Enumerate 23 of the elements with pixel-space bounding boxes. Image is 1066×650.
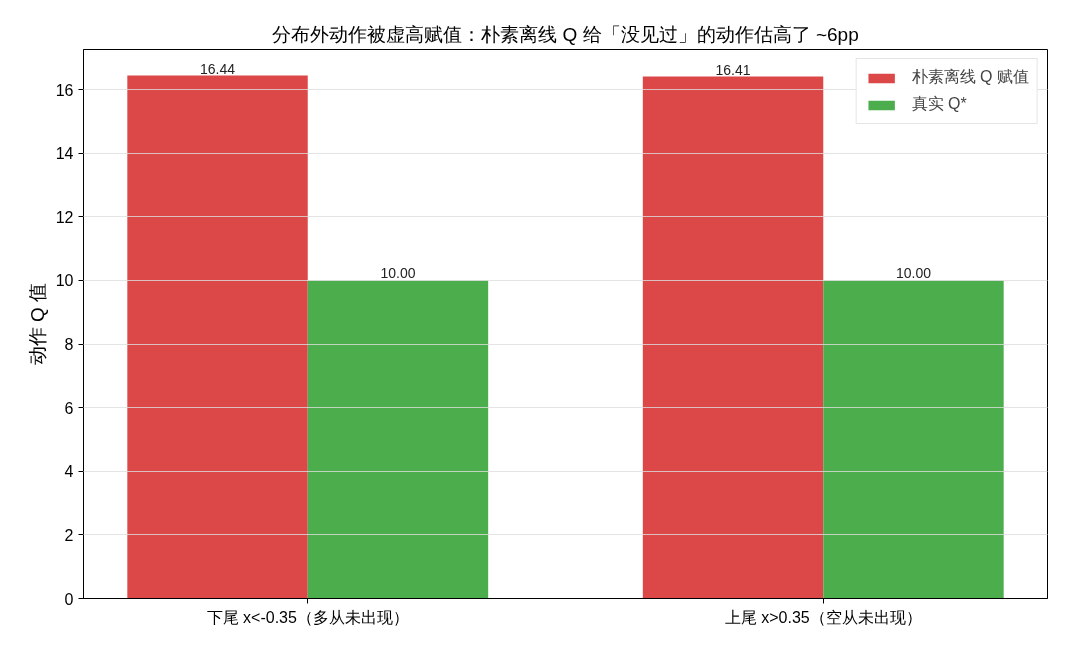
y-tick-label: 2 bbox=[64, 526, 74, 544]
data-label: 10.00 bbox=[380, 265, 416, 282]
y-tick-label: 10 bbox=[55, 272, 74, 290]
legend-label: 真实 Q* bbox=[911, 94, 967, 114]
data-label: 10.00 bbox=[895, 265, 932, 282]
y-tick-label: 6 bbox=[64, 399, 74, 417]
x-tick-label: 上尾 x>0.35（空从未出现） bbox=[724, 608, 922, 626]
y-tick-label: 12 bbox=[55, 208, 74, 226]
bar bbox=[307, 280, 489, 599]
y-tick-label: 14 bbox=[55, 145, 74, 163]
bar bbox=[127, 75, 308, 599]
y-tick-label: 4 bbox=[64, 463, 74, 481]
legend-label: 朴素离线 Q 赋值 bbox=[911, 67, 1029, 87]
y-axis-title: 动作 Q 值 bbox=[26, 282, 48, 366]
chart-title: 分布外动作被虚高赋值：朴素离线 Q 给「没见过」的动作估高了 ~6pp bbox=[272, 23, 859, 45]
bar bbox=[642, 76, 824, 599]
bar bbox=[823, 280, 1004, 599]
y-tick-label: 0 bbox=[64, 590, 74, 608]
data-label: 16.44 bbox=[200, 60, 236, 77]
y-tick-label: 8 bbox=[64, 336, 74, 354]
x-tick-label: 下尾 x<-0.35（多从未出现） bbox=[206, 608, 409, 626]
y-tick-label: 16 bbox=[55, 81, 74, 99]
data-label: 16.41 bbox=[715, 61, 751, 78]
